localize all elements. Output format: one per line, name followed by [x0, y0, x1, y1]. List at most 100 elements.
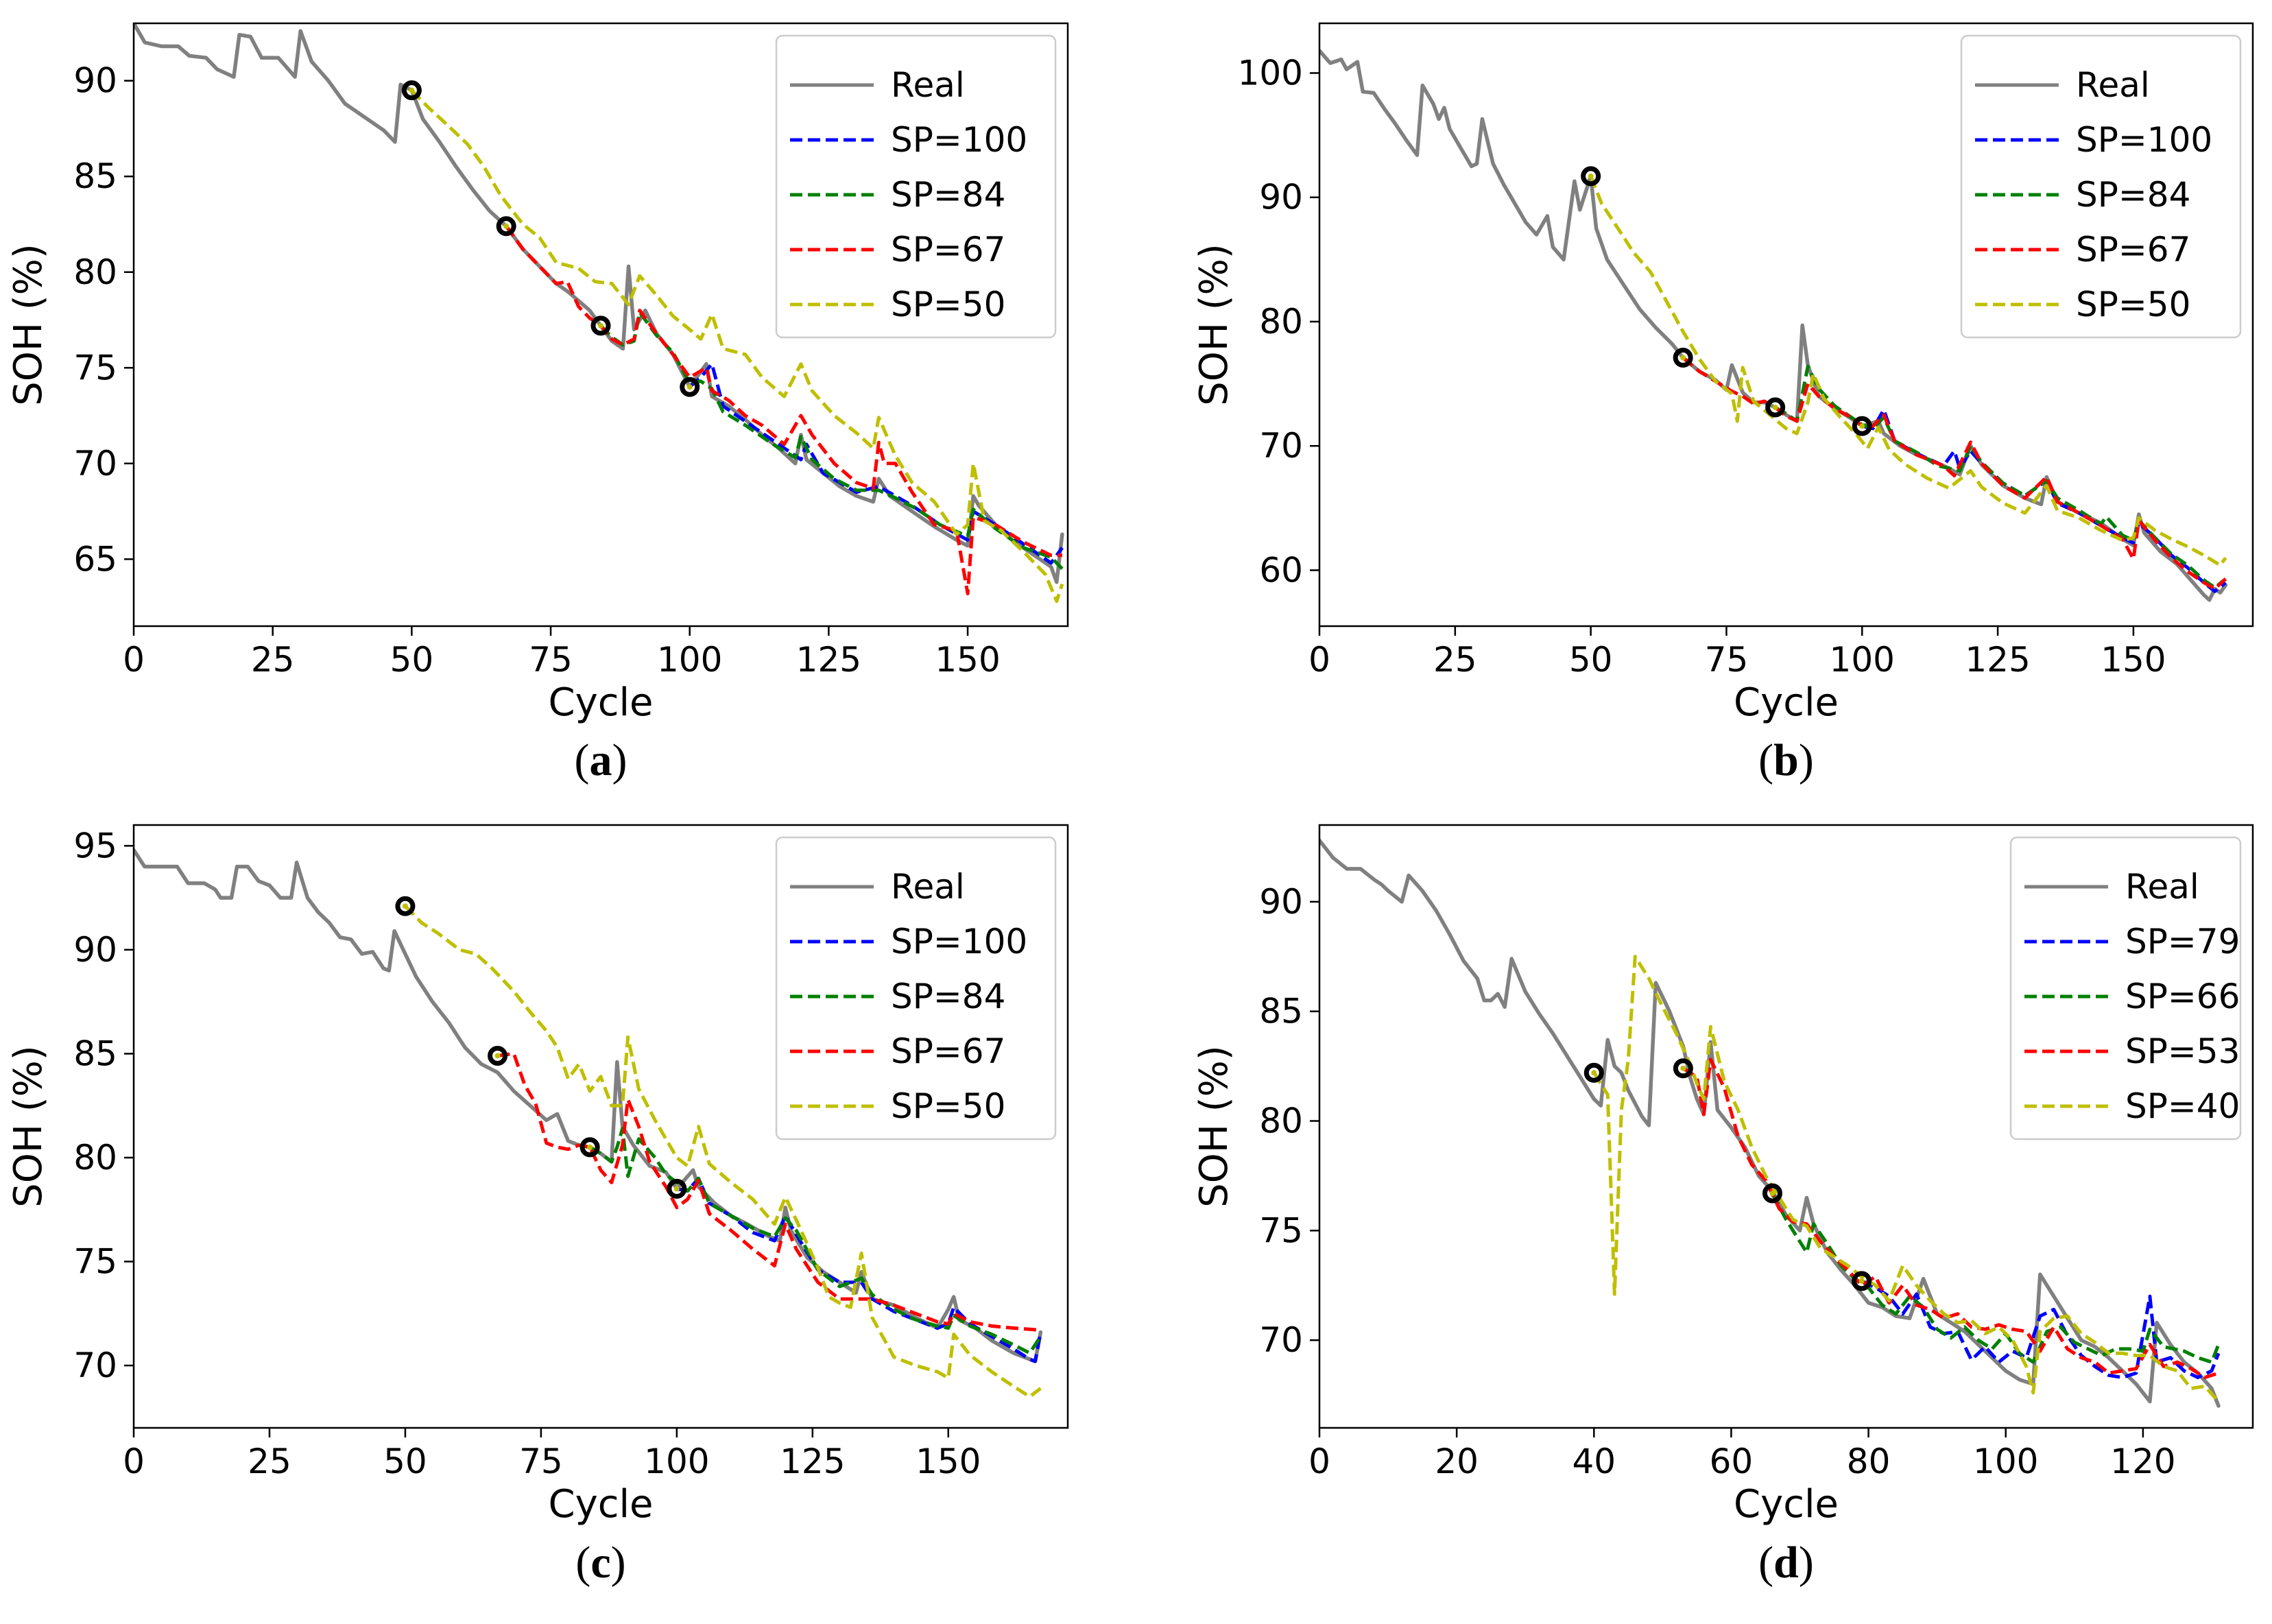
- legend-entry-label: SP=67: [2076, 230, 2190, 270]
- legend-box: [2009, 836, 2242, 1141]
- x-axis-label: Cycle: [1734, 1482, 1839, 1527]
- y-tick-label: 90: [1259, 882, 1303, 922]
- y-tick-label: 85: [73, 156, 117, 196]
- prediction-start-marker: [1581, 166, 1601, 187]
- legend-entry-label: SP=84: [891, 175, 1005, 215]
- y-axis-label: SOH (%): [1192, 1045, 1236, 1207]
- x-tick-label: 100: [657, 640, 722, 680]
- series-line-sp-84: [588, 1127, 1042, 1355]
- y-tick-label: 70: [73, 444, 117, 483]
- chart-panel-c: 0 25 50 75 100 125 150 70 75 80 85 90 95 Cycle SOH (%)…: [6, 824, 1069, 1588]
- legend-entry-label: SP=100: [891, 922, 1027, 962]
- series-lines: [134, 848, 1043, 1398]
- x-axis-label: Cycle: [1734, 680, 1839, 725]
- series-line-sp-53: [1682, 1058, 2219, 1379]
- series-line-sp-100: [689, 362, 1064, 565]
- y-tick-label: 90: [73, 930, 117, 970]
- y-tick-label: 70: [1259, 426, 1303, 466]
- y-tick-label: 75: [73, 348, 117, 387]
- legend-entry-label: SP=67: [891, 1031, 1005, 1071]
- legend-entry-label: Real: [891, 65, 965, 105]
- y-tick-label: 80: [1259, 1101, 1303, 1141]
- x-tick-label: 100: [644, 1442, 709, 1481]
- prediction-start-marker-core: [494, 1053, 501, 1059]
- x-tick-label: 25: [248, 1442, 291, 1481]
- series-line-real: [1319, 838, 2221, 1408]
- x-tick-label: 75: [519, 1442, 563, 1481]
- legend-box: [1960, 34, 2242, 339]
- series-lines: [1319, 49, 2228, 602]
- y-axis-label: SOH (%): [6, 243, 51, 405]
- series-line-sp-84: [599, 310, 1064, 571]
- legend-entry-label: Real: [2076, 65, 2150, 105]
- y-tick-label: 75: [73, 1242, 117, 1282]
- x-tick-label: 100: [1973, 1442, 2038, 1481]
- prediction-start-marker-core: [686, 384, 693, 390]
- x-tick-label: 0: [123, 640, 145, 680]
- prediction-start-marker: [496, 216, 516, 237]
- x-tick-label: 0: [1308, 640, 1330, 680]
- y-tick-label: 90: [1259, 178, 1303, 217]
- legend-entry-label: SP=40: [2125, 1086, 2240, 1126]
- y-tick-label: 85: [1259, 992, 1303, 1031]
- prediction-start-marker: [1673, 1058, 1693, 1079]
- prediction-start-marker-core: [1858, 1278, 1865, 1284]
- x-tick-label: 100: [1830, 640, 1895, 680]
- prediction-start-marker-core: [598, 322, 603, 329]
- panel-caption: (d): [1758, 1538, 1814, 1588]
- panel-caption: (b): [1758, 735, 1814, 785]
- prediction-start-marker-core: [1769, 1190, 1775, 1196]
- prediction-start-marker-core: [673, 1186, 680, 1192]
- y-tick-label: 65: [73, 539, 117, 579]
- legend-entry-label: SP=84: [891, 977, 1005, 1016]
- y-tick-label: 85: [73, 1034, 117, 1073]
- panel-caption: (c): [575, 1538, 625, 1588]
- x-tick-label: 20: [1435, 1442, 1479, 1481]
- axes-frame: [1318, 824, 2254, 1429]
- series-line-sp-50: [404, 905, 1042, 1398]
- y-tick-label: 80: [1259, 302, 1303, 342]
- axes-frame: [132, 824, 1069, 1429]
- prediction-start-marker: [1765, 397, 1786, 418]
- y-tick-label: 70: [73, 1346, 117, 1385]
- legend-box: [775, 34, 1057, 339]
- x-tick-label: 25: [251, 640, 295, 680]
- panel-caption: (a): [575, 735, 627, 785]
- prediction-start-marker-core: [503, 223, 510, 229]
- prediction-start-marker-core: [1772, 405, 1778, 411]
- prediction-start-marker: [395, 896, 416, 916]
- legend-entry-label: SP=66: [2125, 977, 2240, 1016]
- legend-entry-label: Real: [891, 867, 965, 907]
- series-line-sp-67: [497, 1051, 1041, 1332]
- legend-entry-label: SP=84: [2076, 175, 2190, 215]
- series-line-sp-40: [1592, 955, 2220, 1403]
- legend-box: [775, 836, 1057, 1141]
- y-tick-label: 75: [1259, 1210, 1303, 1250]
- prediction-start-marker: [488, 1045, 508, 1066]
- y-tick-label: 70: [1259, 1320, 1303, 1360]
- x-tick-label: 120: [2110, 1442, 2175, 1481]
- y-tick-label: 90: [73, 61, 117, 101]
- legend-entry-label: SP=50: [891, 1086, 1005, 1126]
- x-tick-label: 150: [935, 640, 1000, 680]
- prediction-start-marker-core: [1680, 355, 1686, 361]
- legend-entry-label: SP=79: [2125, 922, 2240, 962]
- prediction-start-marker: [1852, 1271, 1872, 1291]
- legend-entry-label: SP=100: [891, 120, 1027, 160]
- prediction-start-marker-core: [1859, 423, 1865, 429]
- prediction-start-marker: [401, 80, 422, 101]
- legend-entry-label: SP=67: [891, 230, 1005, 270]
- x-tick-label: 25: [1433, 640, 1477, 680]
- x-axis-label: Cycle: [548, 680, 653, 725]
- series-line-sp-50: [1589, 175, 2227, 567]
- x-tick-label: 0: [1308, 1442, 1330, 1481]
- legend-entry-label: SP=50: [891, 285, 1005, 324]
- axes-frame: [132, 22, 1069, 628]
- x-tick-label: 150: [916, 1442, 981, 1481]
- legend-entry-label: SP=100: [2076, 120, 2212, 160]
- chart-panel-d: 0 20 40 60 80 100 120 70 75 80 85 90 Cycle SOH (%) Rea…: [1192, 824, 2254, 1588]
- y-tick-label: 80: [73, 1138, 117, 1178]
- x-tick-label: 50: [390, 640, 434, 680]
- y-axis-label: SOH (%): [6, 1045, 51, 1207]
